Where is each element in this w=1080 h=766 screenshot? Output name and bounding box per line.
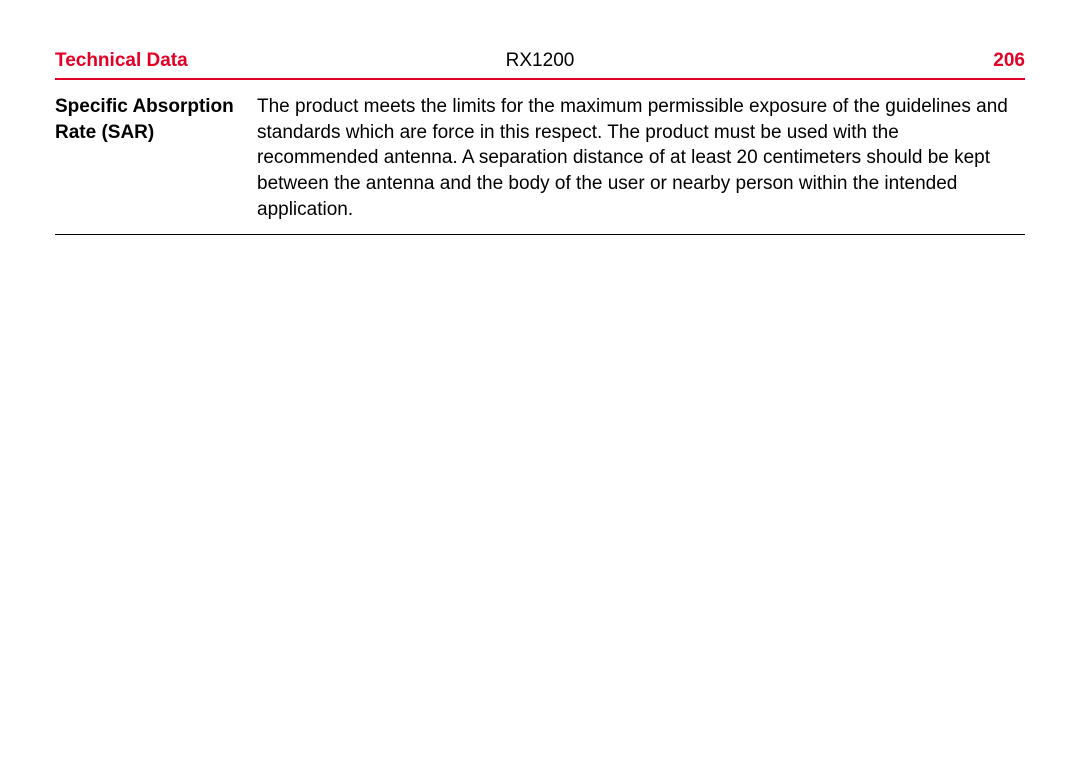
document-title: RX1200	[506, 50, 575, 72]
page-number: 206	[993, 50, 1025, 72]
content-section: Specific Absorp­tion Rate (SAR) The prod…	[55, 90, 1025, 235]
side-heading: Specific Absorp­tion Rate (SAR)	[55, 94, 257, 222]
body-paragraph: The product meets the limits for the max…	[257, 94, 1025, 222]
page-header: Technical Data RX1200 206	[55, 50, 1025, 80]
section-title: Technical Data	[55, 50, 188, 72]
